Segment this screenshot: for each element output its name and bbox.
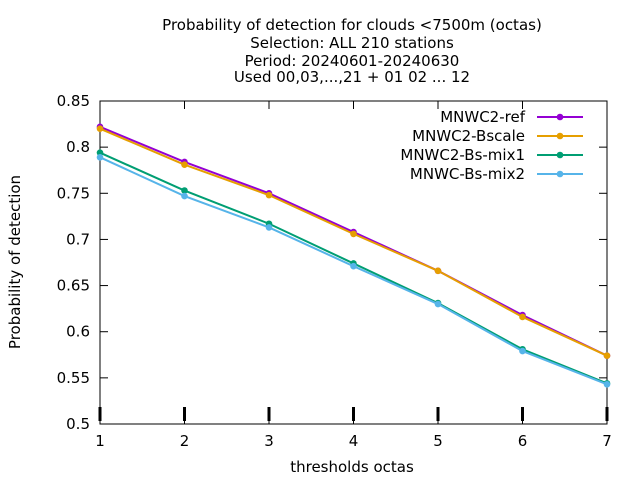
legend: MNWC2-refMNWC2-BscaleMNWC2-Bs-mix1MNWC-B… [400,108,583,183]
y-tick-label: 0.65 [57,277,90,295]
x-tick-label: 3 [264,432,274,450]
y-tick-label: 0.55 [57,369,90,387]
data-point [350,230,357,238]
y-axis-label: Probability of detection [6,175,24,349]
y-tick-label: 0.7 [66,230,90,248]
data-point [434,300,442,308]
chart-title: Probability of detection for clouds <750… [162,16,542,86]
data-point [96,153,104,161]
legend-label: MNWC2-Bs-mix1 [400,146,525,164]
title-line-1: Probability of detection for clouds <750… [162,16,542,34]
data-point [434,267,442,275]
data-point [265,224,273,231]
series-line-3 [99,156,608,386]
x-tick-label: 4 [349,432,359,450]
x-axis-ticks: 1 2 3 4 5 6 7 [95,101,612,450]
legend-swatch-marker [556,170,564,178]
x-tick-label: 7 [602,432,612,450]
y-tick-label: 0.5 [66,415,90,433]
legend-label: MNWC2-Bscale [412,127,525,145]
legend-swatch-marker [556,113,564,121]
data-point [603,381,611,388]
x-tick-label: 1 [95,432,105,450]
data-point [603,352,611,360]
series-line-1 [99,127,608,357]
title-line-2: Selection: ALL 210 stations [250,34,454,52]
data-point [96,149,104,156]
data-point [96,125,104,132]
title-line-4: Used 00,03,...,21 + 01 02 ... 12 [234,68,470,86]
x-tick-label: 5 [433,432,443,450]
data-point [181,192,188,200]
legend-swatch-marker [556,151,564,159]
y-axis-ticks: 0.5 0.55 0.6 0.65 0.7 0.75 0.8 0.85 [57,92,607,433]
legend-label: MNWC-Bs-mix2 [410,165,525,183]
data-point [181,187,188,194]
x-axis-label: thresholds octas [290,458,414,476]
series-group [96,123,611,388]
title-line-3: Period: 20240601-20240630 [245,52,460,70]
legend-label: MNWC2-ref [440,108,525,126]
y-tick-label: 0.8 [66,138,90,156]
data-point [519,313,526,321]
y-tick-label: 0.6 [66,323,90,341]
x-tick-label: 2 [180,432,190,450]
y-tick-label: 0.85 [57,92,90,110]
data-point [519,347,526,355]
y-tick-label: 0.75 [57,184,90,202]
data-point [350,262,357,270]
x-tick-label: 6 [518,432,528,450]
data-point [181,161,188,168]
data-point [265,191,273,199]
legend-swatch-marker [556,132,564,140]
